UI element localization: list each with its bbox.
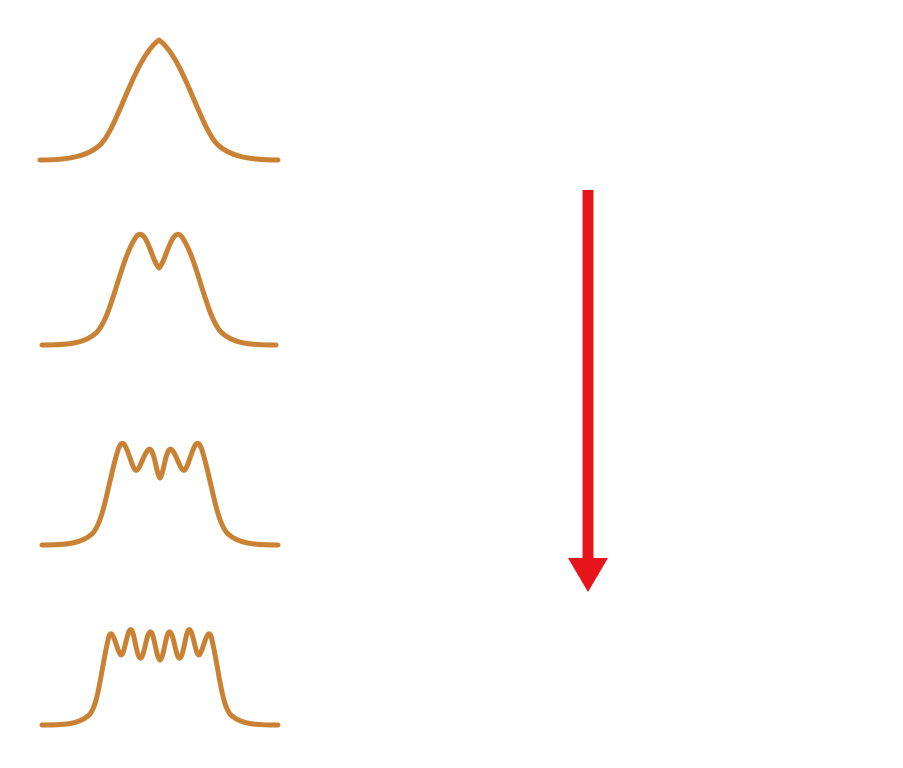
wave-3-four-peaks bbox=[42, 443, 278, 545]
wave-1-single-peak bbox=[40, 40, 278, 160]
waveform-stack bbox=[40, 40, 278, 725]
wave-2-double-peak bbox=[42, 234, 276, 345]
arrow-head-icon bbox=[568, 558, 608, 592]
wave-4-many-peaks bbox=[42, 630, 278, 725]
down-arrow bbox=[568, 190, 608, 592]
